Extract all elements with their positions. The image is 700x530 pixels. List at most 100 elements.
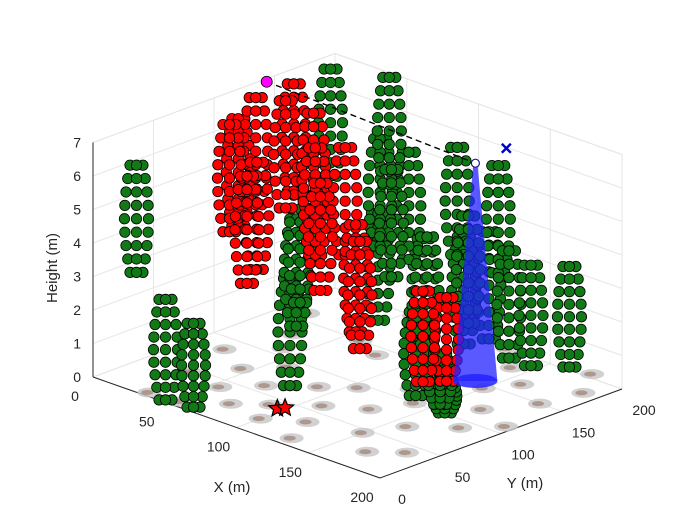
tree-obstructed-point [354,262,366,274]
tree-obstructed-point [427,353,440,365]
tree-visible-point [439,195,451,207]
tree-obstructed-point [354,329,366,341]
tree-obstructed-point [213,199,225,211]
ground-mark [452,425,465,431]
y-tick-label: 200 [632,402,656,418]
x-axis-label: X (m) [214,479,251,496]
tree-obstructed-point [229,237,241,249]
tree-obstructed-point [280,108,292,120]
tree-obstructed-point [365,276,378,288]
tree-visible-point [130,226,143,238]
tree-obstructed-point [440,312,453,325]
tree-visible-point [382,287,395,300]
tree-obstructed-point [241,183,253,196]
z-tick-label: 5 [73,202,81,218]
tree-visible-point [421,271,433,283]
tree-obstructed-point [325,258,337,270]
tree-visible-point [159,381,172,393]
tree-visible-point [504,226,516,239]
tree-obstructed-point [342,289,354,301]
tree-obstructed-point [212,185,224,198]
cone-body [453,163,498,381]
tree-visible-point [284,339,296,352]
tree-visible-point [492,226,504,239]
tree-visible-point [503,339,515,351]
ground-mark [406,400,419,406]
ground-mark [399,424,412,430]
tree-obstructed-point [262,196,275,209]
tree-visible-point [362,186,374,198]
tree-obstructed-point [417,285,429,297]
tree-visible-point [383,98,395,110]
tree-visible-point [130,172,143,185]
tree-visible-point [199,349,211,361]
tree-visible-point [120,239,132,252]
tree-visible-point [272,326,284,338]
tree-visible-point [176,349,188,361]
tree-visible-point [491,298,503,311]
tree-obstructed-point [309,155,321,167]
tree-obstructed-point [339,195,351,207]
tree-visible-point [375,244,387,256]
tree-obstructed-point [350,168,362,180]
tree-visible-point [385,257,397,269]
tree-visible-point [336,117,349,129]
tree-obstructed-point [440,365,453,377]
tree-visible-point [294,256,306,268]
tree-obstructed-point [302,231,315,243]
tick-labels: 0 1 2 3 4 5 6 7 0 50 100 150 200 0 50 100 150 200 [71,135,656,508]
tree-visible-point [504,213,516,225]
tree-visible-point [535,284,548,296]
tree-obstructed-point [280,148,292,160]
tree-visible-point [553,286,565,298]
ground-mark [398,450,411,456]
tree-obstructed-point [339,182,351,194]
tree-visible-point [451,141,463,154]
tree-visible-point [575,298,587,310]
tree-visible-point [314,90,326,102]
tree-visible-point [284,216,296,228]
tree-visible-point [199,370,211,382]
z-tick-label: 6 [73,168,81,184]
tree-obstructed-point [417,342,429,354]
tree-visible-point [563,348,576,361]
tree-visible-point [491,312,503,324]
tree-visible-point [439,182,452,194]
tree-obstructed-point [354,249,366,261]
tree-visible-point [374,230,386,243]
tree-visible-point [324,90,337,102]
tree-visible-point [364,159,376,172]
x-tick-label: 0 [71,388,79,404]
tree-obstructed-point [417,364,429,376]
tree-visible-point [282,243,294,255]
tree-visible-point [187,359,200,371]
tree-obstructed-point [342,302,354,315]
x-axis-line [92,376,381,479]
tree-obstructed-point [405,342,417,354]
ground-mark [514,381,527,387]
tree-obstructed-point [288,78,300,90]
tree-obstructed-point [241,210,253,222]
tree-visible-point [451,168,463,180]
tree-visible-point [142,213,155,225]
tree-obstructed-point [261,183,273,195]
tree-obstructed-point [299,169,311,181]
tree-obstructed-point [343,316,356,328]
tree-obstructed-point [229,224,241,236]
tree-visible-point [492,200,504,212]
height-grid [92,153,623,256]
tree-obstructed-point [304,258,316,270]
tree-visible-point [536,322,549,334]
tree-obstructed-point [223,118,236,131]
tree-visible-point [148,331,160,343]
tree-visible-point [385,163,397,176]
tree-obstructed-point [230,197,243,209]
tree-obstructed-point [314,271,327,283]
tree-visible-point [395,111,407,124]
tree-visible-point [282,229,295,242]
tree-obstructed-point [314,244,327,256]
tree-visible-point [421,258,433,270]
tree-obstructed-point [223,145,236,157]
tree-obstructed-point [280,121,292,134]
